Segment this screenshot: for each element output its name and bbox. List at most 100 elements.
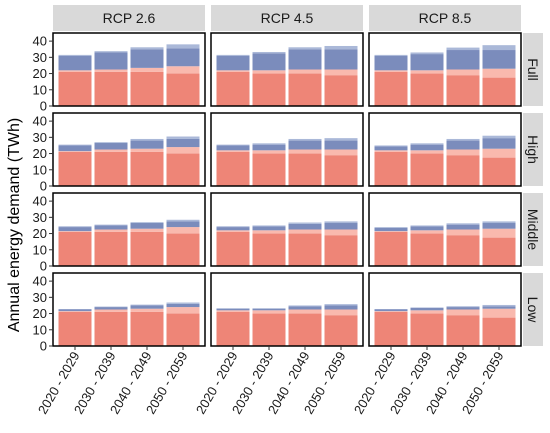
bar-segment-2040-2049-s3 <box>130 49 164 68</box>
bar-segment-2040-2049-s1 <box>130 151 164 186</box>
bar-segment-2050-2059-s4 <box>166 44 200 49</box>
panel-rcp-4-5-high <box>210 112 364 187</box>
bar-segment-2040-2049-s4 <box>446 223 480 225</box>
row-strip-low <box>523 273 543 346</box>
row-strip-label: High <box>525 135 541 164</box>
bar-segment-2050-2059-s2 <box>324 229 358 236</box>
y-tick-label: 20 <box>33 66 47 81</box>
bar-segment-2040-2049-s2 <box>446 69 480 76</box>
bar-segment-2040-2049-s1 <box>288 73 322 106</box>
bar-segment-2050-2059-s4 <box>482 135 516 139</box>
bar-segment-2040-2049-s1 <box>446 315 480 346</box>
bar-segment-2050-2059-s3 <box>324 223 358 230</box>
bar-segment-2050-2059-s3 <box>482 223 516 229</box>
bar-segment-2050-2059-s3 <box>166 303 200 308</box>
panel-rcp-2-6-low <box>52 272 206 347</box>
bar-segment-2030-2039-s3 <box>94 225 128 230</box>
bar-segment-2020-2029-s4 <box>216 54 250 56</box>
bar-segment-2030-2039-s1 <box>410 313 444 346</box>
y-tick-label: 10 <box>33 322 47 337</box>
column-strip-label: RCP 8.5 <box>419 10 472 26</box>
bar-segment-2040-2049-s4 <box>446 306 480 308</box>
bar-segment-2050-2059-s4 <box>166 302 200 304</box>
bar-segment-2040-2049-s3 <box>446 224 480 230</box>
bar-segment-2050-2059-s1 <box>482 317 516 346</box>
bar-segment-2020-2029-s2 <box>58 70 92 72</box>
y-tick-label: 40 <box>33 34 47 49</box>
bar-segment-2040-2049-s3 <box>130 305 164 309</box>
panel-border <box>52 192 206 267</box>
bar-segment-2020-2029-s2 <box>216 310 250 312</box>
bar-segment-2050-2059-s2 <box>482 148 516 158</box>
bar-segment-2050-2059-s1 <box>482 157 516 186</box>
bar-segment-2040-2049-s2 <box>288 309 322 314</box>
bar-segment-2030-2039-s3 <box>410 307 444 311</box>
column-strip-label: RCP 2.6 <box>103 10 156 26</box>
bar-segment-2030-2039-s2 <box>94 309 128 312</box>
bar-segment-2020-2029-s1 <box>58 71 92 106</box>
bar-segment-2020-2029-s3 <box>58 227 92 232</box>
facet-panels <box>52 32 522 347</box>
bar-segment-2040-2049-s2 <box>288 149 322 154</box>
bar-segment-2050-2059-s1 <box>166 153 200 186</box>
bar-segment-2050-2059-s1 <box>324 155 358 186</box>
bar-segment-2020-2029-s3 <box>58 145 92 152</box>
bar-segment-2030-2039-s3 <box>94 307 128 310</box>
bar-segment-2020-2029-s2 <box>58 311 92 312</box>
bar-segment-2030-2039-s2 <box>410 70 444 74</box>
bar-segment-2040-2049-s4 <box>446 47 480 51</box>
bar-segment-2020-2029-s3 <box>216 227 250 231</box>
bar-segment-2050-2059-s1 <box>166 233 200 266</box>
bar-segment-2020-2029-s3 <box>58 55 92 71</box>
bar-segment-2040-2049-s4 <box>130 138 164 141</box>
bar-segment-2040-2049-s3 <box>288 49 322 70</box>
bar-segment-2030-2039-s4 <box>410 52 444 55</box>
bar-segment-2050-2059-s4 <box>324 138 358 141</box>
bar-segment-2020-2029-s4 <box>374 145 408 147</box>
bar-segment-2030-2039-s1 <box>94 71 128 106</box>
bar-segment-2030-2039-s1 <box>410 153 444 186</box>
bar-segment-2040-2049-s2 <box>130 148 164 152</box>
bar-segment-2030-2039-s2 <box>410 310 444 314</box>
bar-segment-2040-2049-s1 <box>130 71 164 106</box>
bar-segment-2050-2059-s2 <box>166 227 200 234</box>
bar-segment-2020-2029-s4 <box>374 54 408 56</box>
y-tick-label: 30 <box>33 290 47 305</box>
bar-segment-2040-2049-s3 <box>288 223 322 230</box>
bar-segment-2040-2049-s2 <box>446 149 480 156</box>
y-tick-label: 20 <box>33 306 47 321</box>
bar-segment-2030-2039-s4 <box>94 142 128 144</box>
bar-segment-2040-2049-s4 <box>130 304 164 306</box>
bar-segment-2040-2049-s3 <box>446 307 480 310</box>
bar-segment-2050-2059-s3 <box>324 140 358 150</box>
bar-segment-2040-2049-s2 <box>446 229 480 236</box>
y-tick-label: 40 <box>33 194 47 209</box>
bar-segment-2020-2029-s2 <box>216 70 250 72</box>
bar-segment-2040-2049-s2 <box>130 228 164 232</box>
bar-segment-2040-2049-s2 <box>130 308 164 312</box>
bar-segment-2040-2049-s1 <box>288 233 322 266</box>
bar-segment-2030-2039-s1 <box>252 153 286 186</box>
y-tick-label: 40 <box>33 274 47 289</box>
panel-border <box>210 32 364 107</box>
bar-segment-2030-2039-s1 <box>410 73 444 106</box>
bar-segment-2040-2049-s1 <box>288 313 322 346</box>
column-strip-rcp-8-5 <box>369 5 521 31</box>
bar-segment-2050-2059-s1 <box>482 237 516 266</box>
panel-border <box>368 192 522 267</box>
bar-segment-2050-2059-s3 <box>482 50 516 69</box>
bar-segment-2030-2039-s1 <box>252 233 286 266</box>
panel-border <box>52 112 206 187</box>
bar-segment-2030-2039-s3 <box>252 144 286 151</box>
column-strip-rcp-4-5 <box>211 5 363 31</box>
bar-segment-2050-2059-s3 <box>482 138 516 149</box>
bar-segment-2030-2039-s2 <box>94 69 128 72</box>
bar-segment-2050-2059-s1 <box>324 235 358 266</box>
row-strip-label: Full <box>525 58 541 81</box>
bar-segment-2020-2029-s3 <box>216 145 250 151</box>
panel-rcp-8-5-high <box>368 112 522 187</box>
y-tick-label: 0 <box>40 339 47 354</box>
bar-segment-2020-2029-s1 <box>58 311 92 346</box>
y-tick-label: 30 <box>33 210 47 225</box>
bar-segment-2050-2059-s4 <box>482 304 516 307</box>
